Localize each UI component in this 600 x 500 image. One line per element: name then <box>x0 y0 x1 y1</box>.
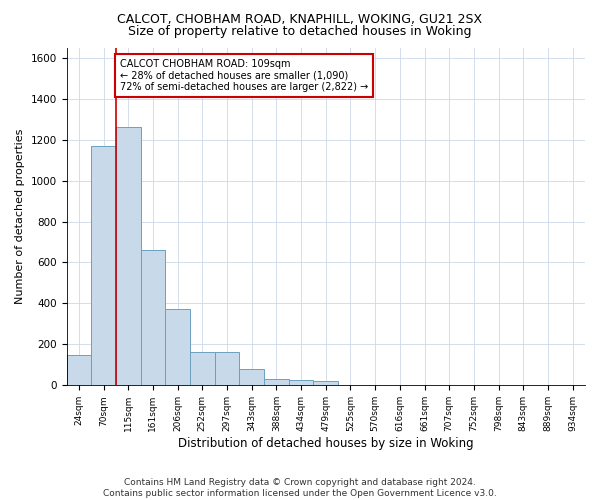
Text: Size of property relative to detached houses in Woking: Size of property relative to detached ho… <box>128 25 472 38</box>
Bar <box>239 369 264 386</box>
Text: CALCOT CHOBHAM ROAD: 109sqm
← 28% of detached houses are smaller (1,090)
72% of : CALCOT CHOBHAM ROAD: 109sqm ← 28% of det… <box>119 59 368 92</box>
Bar <box>264 379 289 386</box>
Bar <box>140 250 165 386</box>
Bar <box>215 352 239 386</box>
Bar <box>116 128 140 386</box>
Text: Contains HM Land Registry data © Crown copyright and database right 2024.
Contai: Contains HM Land Registry data © Crown c… <box>103 478 497 498</box>
Bar <box>91 146 116 386</box>
Text: CALCOT, CHOBHAM ROAD, KNAPHILL, WOKING, GU21 2SX: CALCOT, CHOBHAM ROAD, KNAPHILL, WOKING, … <box>118 12 482 26</box>
Bar <box>165 308 190 386</box>
Bar <box>313 382 338 386</box>
Bar <box>190 352 215 386</box>
Y-axis label: Number of detached properties: Number of detached properties <box>15 128 25 304</box>
Bar <box>67 354 91 386</box>
Bar <box>289 380 313 386</box>
X-axis label: Distribution of detached houses by size in Woking: Distribution of detached houses by size … <box>178 437 473 450</box>
